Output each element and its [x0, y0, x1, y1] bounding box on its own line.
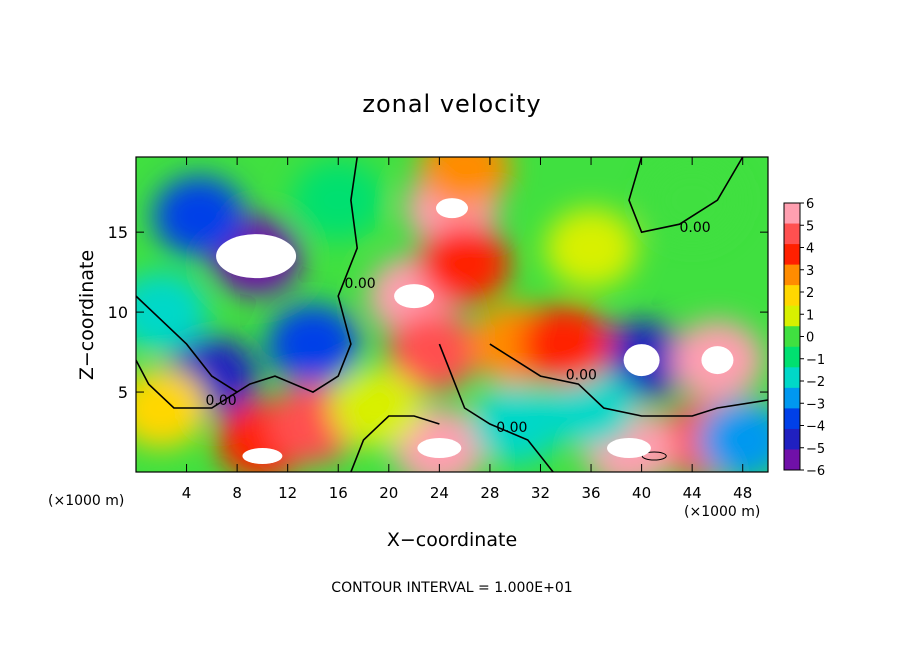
- colorbar-label-5: 1: [806, 308, 814, 323]
- x-unit-right: (×1000 m): [684, 504, 760, 520]
- heatmap-feature-7: [266, 304, 359, 385]
- heatmap-feature-24: [330, 368, 423, 449]
- heatmap-field: 0.00 0.00 0.00 0.00 0.00: [136, 157, 768, 472]
- colorbar-label-11: −5: [806, 442, 825, 457]
- heatmap-feature-14: [545, 208, 638, 289]
- contour-line-4: [438, 343, 554, 472]
- heatmap-feature-15: [646, 160, 739, 241]
- contour-label-1: 0.00: [345, 276, 376, 292]
- colorbar-swatch-11: [784, 428, 800, 450]
- colorbar-swatch-7: [784, 346, 800, 368]
- colorbar-label-3: 3: [806, 264, 814, 279]
- closed-contour-2: [641, 451, 667, 461]
- x-tick-label-28: 28: [480, 484, 499, 502]
- colorbar-label-1: 5: [806, 219, 814, 234]
- y-tick-label-10: 10: [108, 303, 128, 322]
- colorbar: 6 5 4 3 2 1 0 −1 −2 −3 −4 −5 −6: [783, 197, 825, 479]
- saturated-core-4: [701, 346, 734, 375]
- colorbar-swatch-0: [784, 203, 800, 225]
- x-tick-label-4: 4: [182, 484, 192, 502]
- contour-line-5: [350, 415, 440, 472]
- contour-label-2: 0.00: [680, 220, 711, 236]
- saturated-core-2: [436, 198, 468, 219]
- colorbar-label-8: −2: [806, 375, 825, 390]
- x-tick-label-20: 20: [379, 484, 398, 502]
- saturated-core-5: [606, 438, 651, 459]
- contour-line-0: [136, 157, 359, 409]
- colorbar-swatch-12: [784, 449, 800, 471]
- x-tick-label-8: 8: [232, 484, 242, 502]
- plot-frame: [135, 156, 769, 473]
- x-tick-label-40: 40: [632, 484, 651, 502]
- colorbar-label-7: −1: [806, 353, 825, 368]
- saturated-core-3: [623, 344, 660, 377]
- colorbar-swatch-9: [784, 387, 800, 409]
- colorbar-swatch-5: [784, 305, 800, 327]
- colorbar-label-10: −4: [806, 420, 825, 435]
- colorbar-label-9: −3: [806, 397, 825, 412]
- y-tick-label-5: 5: [118, 383, 128, 402]
- y-axis: 5 10 15: [108, 223, 768, 402]
- x-tick-label-44: 44: [683, 484, 702, 502]
- contour-label-4: 0.00: [496, 420, 527, 436]
- contour-line-3: [489, 343, 768, 417]
- colorbar-swatch-1: [784, 223, 800, 245]
- heatmap-feature-23: [519, 304, 612, 385]
- contour-interval-footer: CONTOUR INTERVAL = 1.000E+01: [331, 580, 572, 596]
- x-tick-label-16: 16: [329, 484, 348, 502]
- heatmap-feature-25: [696, 400, 768, 472]
- colorbar-swatch-3: [784, 264, 800, 286]
- contour-line-1: [136, 295, 238, 393]
- contour-line-2: [628, 157, 744, 234]
- colorbar-swatch-8: [784, 367, 800, 389]
- heatmap-feature-13: [418, 157, 511, 209]
- colorbar-label-0: 6: [806, 197, 814, 212]
- heatmap-feature-21: [469, 384, 562, 465]
- x-axis: 4 8 12 16 20 24 28 32 36 40 44 48: [182, 157, 752, 502]
- y-axis-label: Z−coordinate: [76, 250, 98, 380]
- y-tick-label-15: 15: [108, 223, 128, 242]
- x-tick-label-48: 48: [733, 484, 752, 502]
- heatmap-feature-26: [292, 160, 385, 241]
- heatmap-feature-2: [153, 176, 246, 257]
- chart-title: zonal velocity: [362, 90, 541, 118]
- contour-label-3: 0.00: [566, 367, 597, 383]
- colorbar-label-2: 4: [806, 242, 814, 257]
- x-tick-label-32: 32: [531, 484, 550, 502]
- saturated-core-1: [394, 284, 435, 309]
- colorbar-label-6: 0: [806, 331, 814, 346]
- heatmap-feature-22: [545, 368, 638, 449]
- x-axis-label: X−coordinate: [387, 529, 517, 551]
- colorbar-label-4: 2: [806, 286, 814, 301]
- colorbar-label-12: −6: [806, 464, 825, 479]
- heatmap-feature-11: [387, 312, 480, 393]
- saturated-core-7: [242, 448, 283, 465]
- heatmap-feature-3: [136, 272, 208, 353]
- colorbar-swatch-4: [784, 285, 800, 307]
- saturated-core-6: [417, 438, 462, 459]
- x-tick-label-24: 24: [430, 484, 449, 502]
- x-tick-label-36: 36: [581, 484, 600, 502]
- colorbar-swatch-2: [784, 244, 800, 266]
- contour-label-0: 0.00: [206, 393, 237, 409]
- heatmap-feature-10: [418, 224, 511, 305]
- colorbar-swatch-10: [784, 408, 800, 430]
- colorbar-swatch-6: [784, 326, 800, 348]
- saturated-core-0: [216, 234, 297, 279]
- x-unit-left: (×1000 m): [48, 493, 124, 509]
- x-tick-label-12: 12: [278, 484, 297, 502]
